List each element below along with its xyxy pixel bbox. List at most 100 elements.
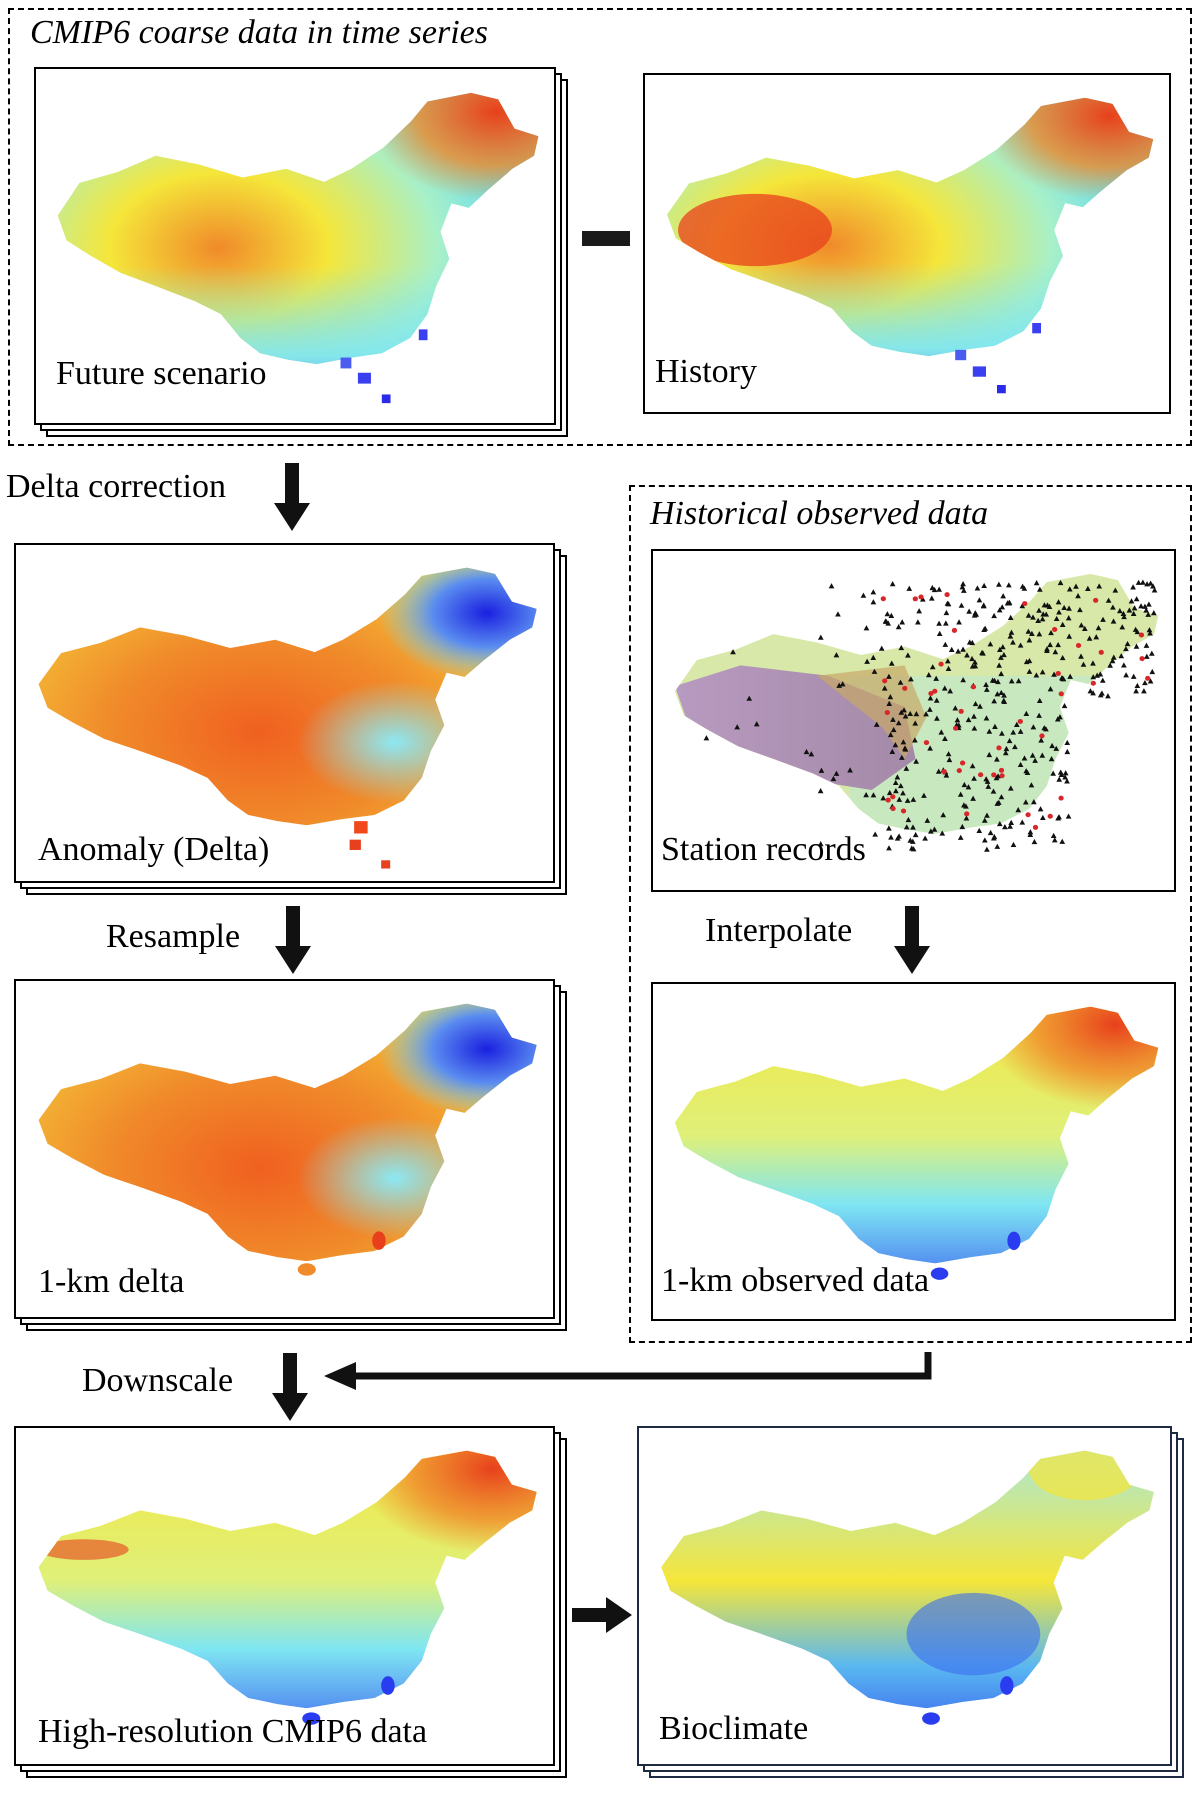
station-marker-red bbox=[953, 725, 959, 731]
station-marker-red bbox=[1090, 680, 1096, 686]
station-marker bbox=[998, 670, 1005, 677]
station-marker bbox=[944, 658, 951, 664]
resample-arrow-icon bbox=[275, 906, 311, 974]
station-marker bbox=[1078, 622, 1085, 628]
station-marker bbox=[1038, 737, 1045, 743]
station-marker bbox=[972, 700, 979, 707]
station-marker bbox=[959, 823, 966, 830]
station-marker bbox=[1039, 616, 1046, 622]
station-records-panel: Station records bbox=[651, 549, 1176, 892]
highres-map bbox=[38, 1450, 537, 1725]
anomaly-label: Anomaly (Delta) bbox=[38, 831, 270, 868]
station-marker bbox=[1017, 642, 1024, 648]
station-marker bbox=[939, 830, 946, 836]
station-marker bbox=[1097, 671, 1104, 677]
station-marker bbox=[1078, 653, 1084, 659]
station-marker-red bbox=[890, 794, 896, 800]
observed-1km-map bbox=[674, 1006, 1159, 1280]
station-marker bbox=[921, 792, 927, 798]
station-marker bbox=[890, 716, 896, 722]
station-marker bbox=[995, 773, 1001, 779]
station-marker bbox=[899, 619, 906, 625]
station-marker bbox=[833, 770, 840, 776]
station-marker bbox=[960, 677, 966, 683]
station-marker bbox=[1143, 653, 1150, 659]
station-marker bbox=[886, 673, 892, 679]
station-marker bbox=[1059, 838, 1066, 844]
station-marker bbox=[912, 720, 919, 726]
station-marker bbox=[1119, 624, 1126, 630]
station-marker-red bbox=[1075, 642, 1082, 648]
station-marker bbox=[1043, 611, 1050, 617]
station-marker bbox=[928, 595, 935, 601]
station-marker bbox=[1026, 637, 1033, 643]
station-marker bbox=[1143, 642, 1150, 648]
station-marker bbox=[1041, 602, 1048, 608]
station-marker bbox=[1121, 662, 1127, 668]
delta-1km-label: 1-km delta bbox=[38, 1263, 185, 1300]
station-marker bbox=[1066, 633, 1073, 639]
station-marker bbox=[1008, 678, 1015, 684]
station-marker bbox=[1039, 669, 1046, 675]
station-marker bbox=[886, 789, 893, 796]
station-marker-red bbox=[1145, 675, 1151, 681]
station-marker bbox=[999, 730, 1005, 736]
station-marker bbox=[1031, 799, 1037, 805]
station-marker bbox=[972, 663, 979, 669]
station-marker bbox=[1015, 807, 1022, 813]
station-marker bbox=[970, 795, 976, 801]
station-marker bbox=[958, 602, 965, 608]
station-marker-red bbox=[882, 678, 888, 684]
station-marker bbox=[870, 589, 877, 595]
station-marker bbox=[1130, 610, 1137, 616]
station-marker bbox=[904, 797, 911, 803]
station-marker bbox=[1000, 593, 1007, 599]
station-marker bbox=[830, 775, 837, 782]
station-records-map bbox=[674, 573, 1159, 852]
station-marker-red bbox=[1139, 656, 1145, 662]
station-marker bbox=[803, 748, 810, 755]
station-marker bbox=[1148, 650, 1155, 656]
station-marker bbox=[884, 611, 891, 617]
station-marker bbox=[835, 611, 841, 617]
station-marker bbox=[983, 686, 990, 692]
station-marker bbox=[1010, 841, 1017, 848]
station-marker bbox=[943, 609, 950, 616]
station-marker bbox=[996, 662, 1002, 668]
history-map bbox=[667, 97, 1154, 394]
station-marker bbox=[1077, 606, 1083, 613]
station-marker bbox=[1052, 649, 1059, 655]
station-marker bbox=[1053, 745, 1060, 751]
station-marker bbox=[1087, 688, 1094, 694]
station-marker bbox=[1036, 607, 1042, 613]
station-marker bbox=[995, 799, 1002, 805]
station-marker bbox=[945, 601, 952, 607]
station-marker bbox=[992, 723, 998, 729]
station-marker bbox=[983, 681, 989, 687]
station-marker-red bbox=[884, 710, 890, 716]
station-marker-red bbox=[998, 767, 1005, 773]
station-marker bbox=[955, 648, 961, 654]
station-marker bbox=[936, 586, 943, 592]
station-marker bbox=[1118, 653, 1125, 659]
station-marker-red bbox=[1058, 691, 1064, 697]
station-marker bbox=[972, 659, 978, 665]
history-panel: History bbox=[643, 73, 1171, 414]
station-marker-red bbox=[999, 773, 1005, 779]
station-marker bbox=[863, 625, 870, 631]
station-marker bbox=[894, 774, 901, 780]
station-marker bbox=[954, 717, 961, 723]
station-marker-red bbox=[938, 661, 944, 667]
station-marker bbox=[1151, 587, 1158, 593]
resample-label: Resample bbox=[106, 918, 241, 955]
station-marker bbox=[1051, 837, 1058, 843]
delta-correction-arrow-icon bbox=[274, 463, 310, 531]
station-marker bbox=[991, 612, 997, 619]
station-marker bbox=[1050, 832, 1057, 839]
station-marker bbox=[1105, 693, 1111, 699]
station-marker bbox=[991, 698, 997, 704]
station-marker bbox=[961, 802, 967, 808]
downscale-label: Downscale bbox=[82, 1362, 234, 1399]
station-marker bbox=[1064, 778, 1070, 784]
station-marker bbox=[1124, 640, 1131, 647]
